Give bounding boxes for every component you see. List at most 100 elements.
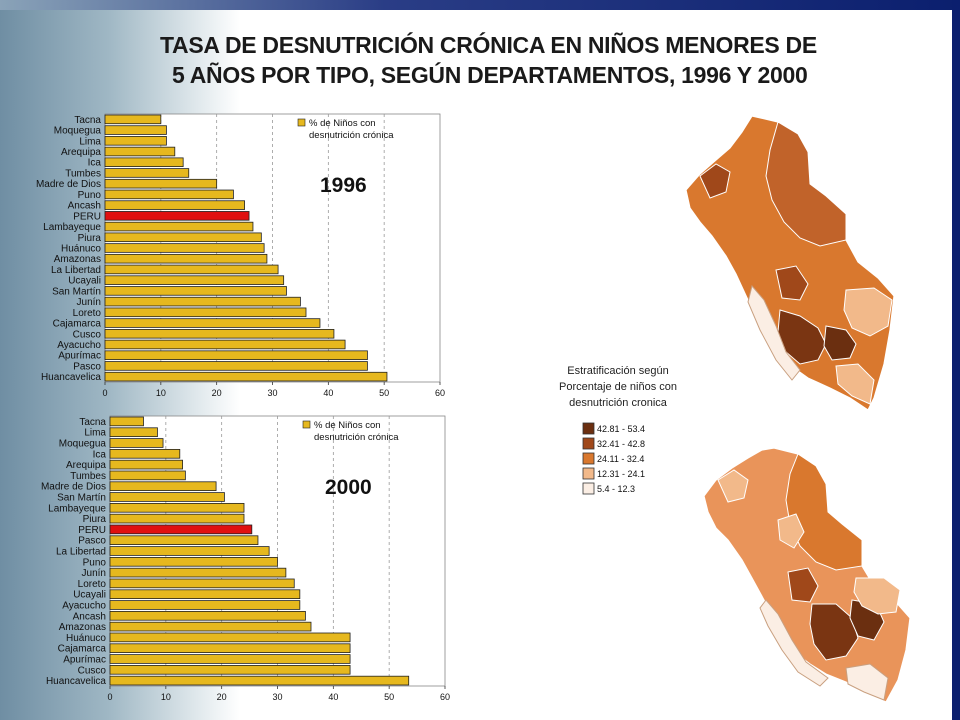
x-tick-label-2000: 10 [161,692,171,702]
map-legend-caption-1: Estratificación según [567,365,669,377]
category-label-1996: La Libertad [51,265,101,276]
category-label-2000: Lima [84,428,106,439]
bar-1996-san-martín [104,286,287,296]
bar-1996-ica [104,157,184,168]
bar-2000-apurímac [109,654,351,664]
bar-2000-san-martín [109,492,225,502]
slide-title: TASA DE DESNUTRICIÓN CRÓNICA EN NIÑOS ME… [160,30,900,90]
category-label-1996: Junín [77,297,101,308]
map-region-2000-northwest [717,469,749,503]
bar-2000-lambayeque [109,502,245,513]
category-label-1996: Ica [88,158,102,169]
map-legend-label: 32.41 - 42.8 [597,439,645,449]
map-region-2000-north-east [785,453,863,571]
category-label-1996: Huánuco [61,244,101,255]
category-label-2000: Puno [83,557,107,568]
category-label-2000: Ayacucho [62,601,106,612]
category-label-2000: Huánuco [66,633,106,644]
bar-1996-tacna [104,114,162,125]
x-tick-label-2000: 20 [217,692,227,702]
map-region-2000-center-dark [809,603,859,661]
category-label-2000: PERU [78,525,106,536]
peru-map-2000 [703,447,911,703]
category-label-2000: Lambayeque [48,503,106,514]
category-label-2000: San Martín [57,493,106,504]
category-label-1996: Ucayali [68,276,101,287]
map-region-2000-south-light [845,663,889,701]
map-legend-label: 12.31 - 24.1 [597,469,645,479]
x-tick-label-2000: 0 [107,692,112,702]
bar-2000-cajamarca [109,643,351,653]
map-legend-caption-2: Porcentaje de niños con [559,381,677,393]
category-label-1996: Pasco [73,361,101,372]
bar-2000-lima [109,427,158,437]
category-label-2000: La Libertad [56,547,106,558]
bar-1996-apurímac [104,350,368,360]
bar-2000-tumbes [109,470,186,481]
category-label-1996: Lambayeque [43,222,101,233]
bar-2000-puno [109,557,278,567]
x-tick-label-2000: 50 [384,692,394,702]
map-region-1996-north-east [765,121,847,247]
bar-1996-arequipa [104,146,176,157]
category-label-2000: Amazonas [59,622,106,633]
x-tick-label-1996: 40 [323,388,333,398]
map-region-2000-east-light [853,577,901,615]
right-border [952,0,960,720]
category-label-1996: Ayacucho [57,340,101,351]
peru-map-1996 [685,115,895,411]
category-label-1996: San Martín [52,286,101,297]
category-label-2000: Piura [83,514,107,525]
category-label-1996: Ancash [68,201,101,212]
x-tick-label-1996: 60 [435,388,445,398]
category-label-2000: Ucayali [73,590,106,601]
bar-2000-tacna [109,416,144,427]
bar-1996-puno [104,189,234,200]
category-label-1996: Amazonas [54,254,101,265]
bar-1996-moquegua [104,125,167,135]
map-region-1996-northwest [699,163,731,199]
bar-1996-piura [104,232,262,243]
bar-1996-tumbes [104,168,190,178]
bar-1996-ancash [104,200,245,210]
bar-1996-lima [104,136,167,146]
bar-2000-moquegua [109,438,164,448]
legend-label-1996: % de Niños con [309,118,376,129]
map-legend-label: 5.4 - 12.3 [597,484,635,494]
category-label-2000: Cusco [78,665,107,676]
category-label-1996: Piura [78,233,102,244]
legend-swatch-1996 [297,118,306,127]
map-region-1996-coast [747,284,801,381]
bar-1996-la-libertad [104,264,279,275]
bar-1996-ayacucho [104,339,346,350]
category-label-1996: Cusco [73,329,102,340]
category-label-2000: Cajamarca [58,644,107,655]
map-region-1996-center-dark-2 [823,325,857,361]
category-label-2000: Ica [93,449,107,460]
x-tick-label-1996: 0 [102,388,107,398]
category-label-2000: Arequipa [66,460,106,471]
bar-2000-la-libertad [109,546,270,556]
legend-label-1996: desnutrición crónica [309,130,394,141]
map-region-2000-coast [759,599,829,687]
map-legend-swatch [582,467,595,480]
map-region-2000-mid-light [777,513,805,549]
category-label-1996: Loreto [73,308,102,319]
category-label-2000: Ancash [73,611,106,622]
map-legend: Estratificación según Porcentaje de niño… [559,365,677,495]
x-tick-label-1996: 30 [267,388,277,398]
map-legend-swatch [582,437,595,450]
category-label-1996: Moquegua [54,126,102,137]
bar-2000-ancash [109,611,306,621]
map-region-2000-center-mid [787,567,819,603]
category-label-1996: Madre de Dios [36,179,101,190]
bar-1996-cusco [104,328,335,339]
map-legend-swatch [582,422,595,435]
category-label-1996: Huancavelica [41,372,101,383]
category-label-1996: PERU [73,211,101,222]
x-tick-label-1996: 50 [379,388,389,398]
bar-2000-pasco [109,535,259,545]
top-banner [0,0,960,10]
category-label-2000: Loreto [78,579,107,590]
category-label-2000: Huancavelica [46,676,106,687]
